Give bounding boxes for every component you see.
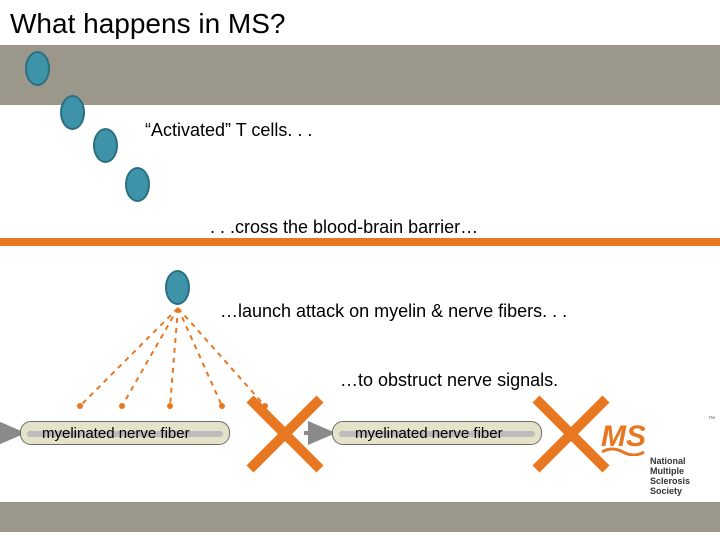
t-cell: [125, 167, 150, 202]
bottom-band: [0, 502, 720, 532]
nerve-fiber-label: myelinated nerve fiber: [355, 425, 503, 442]
top-band: [0, 45, 720, 105]
t-cell: [60, 95, 85, 130]
t-cell: [25, 51, 50, 86]
nerve-fiber-label: myelinated nerve fiber: [42, 425, 190, 442]
caption-activated-tcells: “Activated” T cells. . .: [145, 120, 312, 141]
slide-stage: What happens in MS? “Activated” T cells.…: [0, 0, 720, 540]
nmss-logo-text: NationalMultipleSclerosisSociety: [650, 457, 690, 497]
caption-attack-myelin: …launch attack on myelin & nerve fibers.…: [220, 301, 567, 322]
caption-cross-bbb: . . .cross the blood-brain barrier…: [210, 217, 478, 238]
caption-obstruct-signals: …to obstruct nerve signals.: [340, 370, 558, 391]
slide-title: What happens in MS?: [10, 8, 286, 40]
t-cell: [165, 270, 190, 305]
trademark-icon: ™: [708, 416, 715, 423]
blood-brain-barrier: [0, 238, 720, 246]
nmss-logo-icon: MS: [601, 412, 645, 456]
t-cell: [93, 128, 118, 163]
